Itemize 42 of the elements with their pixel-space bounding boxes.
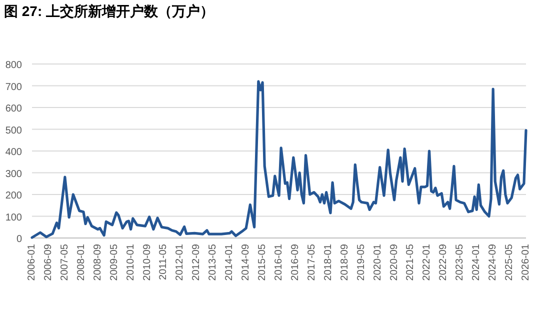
x-tick-label: 2010-01 bbox=[125, 244, 136, 281]
x-tick-label: 2024-09 bbox=[488, 244, 499, 281]
x-tick-label: 2022-01 bbox=[422, 244, 433, 281]
x-tick-label: 2015-05 bbox=[257, 244, 268, 281]
x-tick-label: 2007-05 bbox=[59, 244, 70, 281]
x-tick-label: 2020-09 bbox=[388, 244, 400, 281]
y-tick-label: 500 bbox=[5, 125, 22, 136]
x-tick-label: 2022-09 bbox=[438, 244, 450, 281]
x-tick-label: 2021-05 bbox=[405, 244, 416, 281]
y-tick-label: 300 bbox=[5, 168, 22, 180]
line-series bbox=[30, 80, 528, 239]
x-tick-label: 2026-01 bbox=[520, 244, 532, 281]
y-tick-label: 400 bbox=[5, 147, 22, 158]
x-tick-label: 2016-01 bbox=[274, 244, 284, 281]
x-tick-label: 2006-01 bbox=[26, 244, 38, 281]
x-tick-label: 2025-05 bbox=[504, 244, 516, 281]
y-tick-label: 200 bbox=[5, 190, 22, 202]
y-tick-label: 100 bbox=[5, 212, 22, 224]
x-tick-label: 2009-05 bbox=[108, 244, 120, 281]
x-tick-label: 2014-09 bbox=[240, 244, 252, 281]
x-tick-label: 2020-01 bbox=[372, 244, 384, 281]
x-tick-label: 2023-05 bbox=[454, 244, 466, 281]
y-tick-label: 600 bbox=[5, 104, 22, 114]
x-tick-label: 2013-05 bbox=[208, 244, 219, 281]
x-tick-label: 2011-05 bbox=[158, 244, 170, 280]
chart-title: 图 27: 上交所新增开户数（万户） bbox=[4, 3, 214, 19]
y-tick-label: 700 bbox=[5, 82, 22, 93]
x-tick-label: 2012-09 bbox=[191, 244, 202, 281]
x-tick-label: 2008-01 bbox=[76, 244, 87, 281]
x-tick-label: 2006-09 bbox=[42, 244, 54, 281]
x-tick-label: 2017-05 bbox=[306, 244, 318, 281]
x-tick-label: 2008-09 bbox=[92, 244, 104, 281]
x-tick-label: 2024-01 bbox=[471, 244, 482, 281]
x-tick-label: 2014-01 bbox=[224, 244, 236, 281]
x-tick-label: 2016-09 bbox=[290, 244, 301, 281]
x-tick-label: 2018-09 bbox=[339, 244, 350, 281]
x-tick-label: 2019-05 bbox=[356, 244, 367, 281]
x-tick-label: 2010-09 bbox=[142, 244, 153, 281]
x-tick-label: 2018-01 bbox=[322, 244, 334, 281]
x-tick-label: 2012-01 bbox=[174, 244, 186, 281]
y-tick-label: 0 bbox=[16, 234, 22, 245]
y-tick-label: 800 bbox=[5, 60, 22, 71]
